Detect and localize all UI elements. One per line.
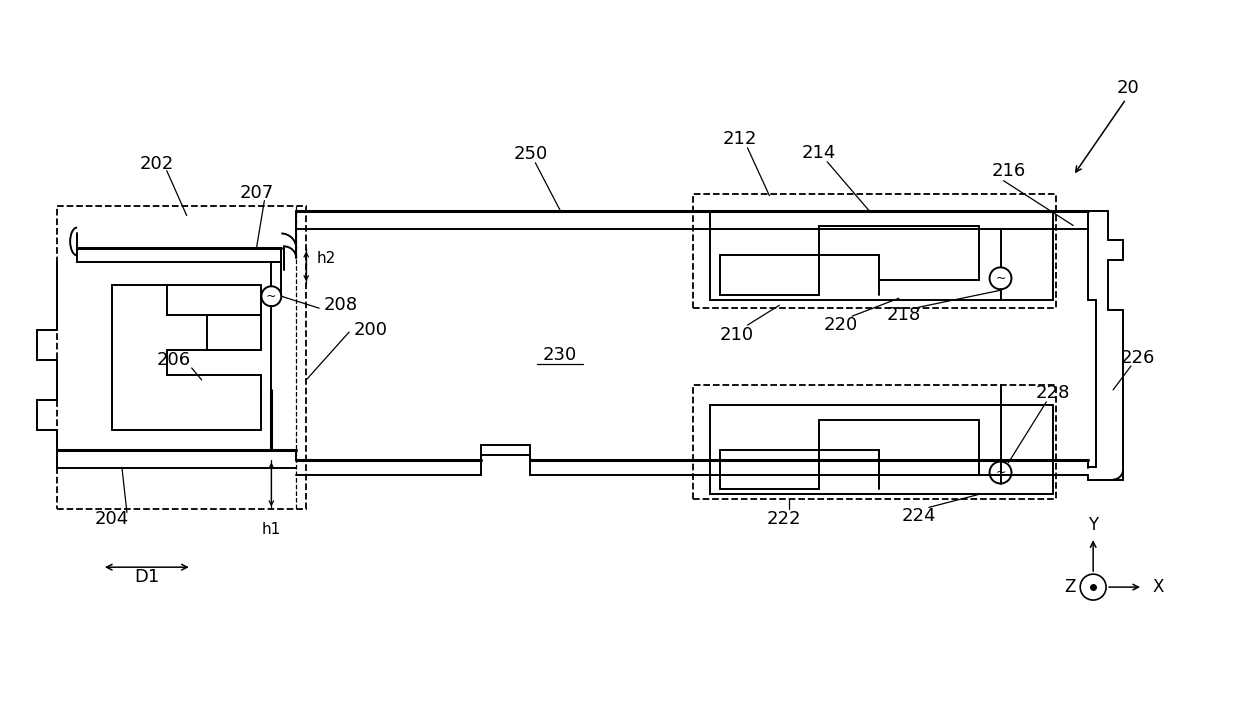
Text: 210: 210 (719, 326, 754, 344)
Text: 218: 218 (887, 306, 921, 324)
Bar (693, 194, 1056, 308)
Text: 216: 216 (991, 162, 1025, 179)
Text: ~: ~ (267, 290, 277, 302)
Text: ~: ~ (996, 272, 1006, 285)
Text: h1: h1 (262, 522, 281, 537)
Text: 214: 214 (802, 144, 837, 162)
Text: 222: 222 (768, 511, 801, 528)
Text: 202: 202 (140, 154, 174, 173)
Text: 228: 228 (1037, 384, 1070, 402)
Bar (709, 211, 1053, 300)
Text: 206: 206 (156, 351, 191, 369)
Text: X: X (1153, 578, 1164, 596)
Text: Y: Y (1087, 516, 1099, 534)
Text: 220: 220 (825, 316, 858, 334)
Text: 224: 224 (901, 508, 936, 526)
Text: 20: 20 (1117, 79, 1140, 97)
Text: 212: 212 (723, 130, 756, 148)
Text: ~: ~ (996, 466, 1006, 479)
Bar (709, 405, 1053, 495)
Text: 207: 207 (239, 184, 274, 202)
Text: 208: 208 (324, 296, 358, 314)
Text: 200: 200 (353, 321, 388, 339)
Text: 226: 226 (1121, 349, 1156, 367)
Bar (693, 385, 1056, 500)
Text: 230: 230 (543, 346, 578, 364)
Text: 250: 250 (513, 145, 548, 163)
Text: 204: 204 (94, 511, 129, 528)
Bar (57, 206, 306, 509)
Text: D1: D1 (134, 568, 160, 586)
Text: h2: h2 (316, 251, 336, 266)
Text: Z: Z (1064, 578, 1075, 596)
